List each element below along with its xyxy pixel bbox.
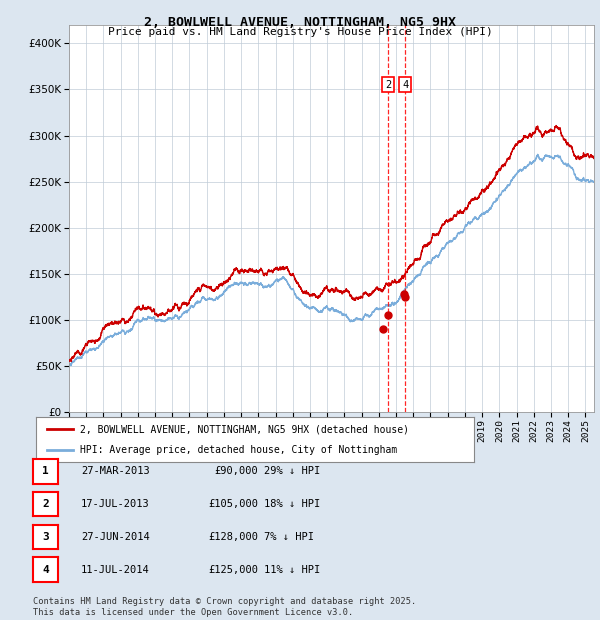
Text: 2, BOWLWELL AVENUE, NOTTINGHAM, NG5 9HX: 2, BOWLWELL AVENUE, NOTTINGHAM, NG5 9HX bbox=[144, 16, 456, 29]
Text: 1: 1 bbox=[42, 466, 49, 476]
Text: 29% ↓ HPI: 29% ↓ HPI bbox=[264, 466, 320, 476]
Text: 4: 4 bbox=[42, 565, 49, 575]
Text: 18% ↓ HPI: 18% ↓ HPI bbox=[264, 499, 320, 509]
Text: HPI: Average price, detached house, City of Nottingham: HPI: Average price, detached house, City… bbox=[80, 445, 397, 455]
Text: Price paid vs. HM Land Registry's House Price Index (HPI): Price paid vs. HM Land Registry's House … bbox=[107, 27, 493, 37]
Text: Contains HM Land Registry data © Crown copyright and database right 2025.
This d: Contains HM Land Registry data © Crown c… bbox=[33, 598, 416, 617]
Text: 2, BOWLWELL AVENUE, NOTTINGHAM, NG5 9HX (detached house): 2, BOWLWELL AVENUE, NOTTINGHAM, NG5 9HX … bbox=[80, 424, 409, 435]
Text: 7% ↓ HPI: 7% ↓ HPI bbox=[264, 532, 314, 542]
Text: £128,000: £128,000 bbox=[208, 532, 258, 542]
Text: 2: 2 bbox=[385, 80, 391, 90]
Text: 11-JUL-2014: 11-JUL-2014 bbox=[81, 565, 150, 575]
Text: £125,000: £125,000 bbox=[208, 565, 258, 575]
Text: 2: 2 bbox=[42, 499, 49, 509]
Text: 4: 4 bbox=[402, 80, 408, 90]
Text: 17-JUL-2013: 17-JUL-2013 bbox=[81, 499, 150, 509]
Text: 11% ↓ HPI: 11% ↓ HPI bbox=[264, 565, 320, 575]
Text: £105,000: £105,000 bbox=[208, 499, 258, 509]
Text: £90,000: £90,000 bbox=[214, 466, 258, 476]
Text: 27-JUN-2014: 27-JUN-2014 bbox=[81, 532, 150, 542]
Text: 3: 3 bbox=[42, 532, 49, 542]
Text: 27-MAR-2013: 27-MAR-2013 bbox=[81, 466, 150, 476]
